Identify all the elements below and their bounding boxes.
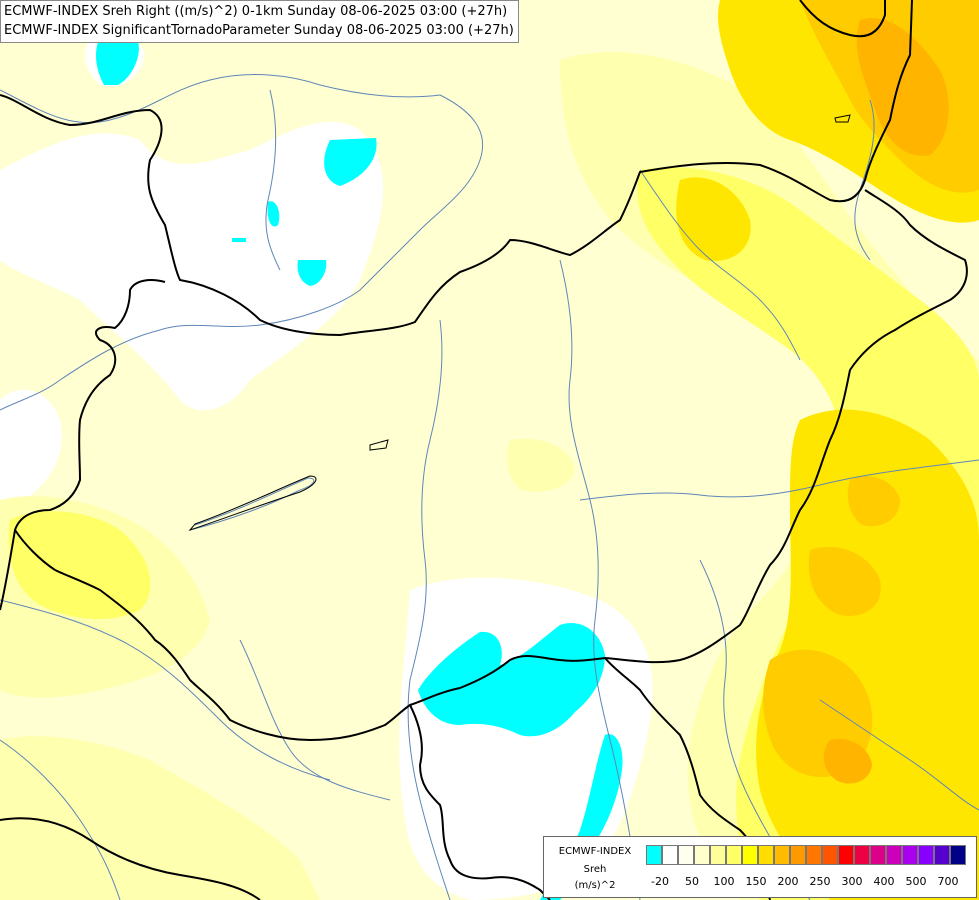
legend-tick-label: 150 (745, 875, 767, 888)
legend-variable: Sreh (583, 864, 607, 875)
legend-swatch (950, 845, 966, 865)
legend-unit: (m/s)^2 (574, 880, 616, 891)
legend-tick-label: 100 (713, 875, 735, 888)
color-legend: ECMWF-INDEX Sreh (m/s)^2 -20 50 100 150 200 2… (543, 836, 977, 898)
legend-swatch (838, 845, 854, 865)
legend-title: ECMWF-INDEX (558, 846, 632, 857)
legend-tick-label: 50 (685, 875, 699, 888)
lakes (188, 114, 851, 532)
deep-orange-areas (823, 18, 949, 784)
legend-swatch (646, 845, 662, 865)
title-line-sreh: ECMWF-INDEX Sreh Right ((m/s)^2) 0-1km S… (4, 4, 508, 19)
legend-swatch (870, 845, 886, 865)
legend-tick-label: 250 (809, 875, 831, 888)
legend-swatch (694, 845, 710, 865)
rivers (0, 74, 979, 900)
legend-swatch (726, 845, 742, 865)
legend-tick-label: 700 (937, 875, 959, 888)
legend-tick-label: 200 (777, 875, 799, 888)
legend-swatch (886, 845, 902, 865)
legend-swatch (902, 845, 918, 865)
legend-swatch (918, 845, 934, 865)
legend-swatch (678, 845, 694, 865)
legend-swatch (774, 845, 790, 865)
legend-swatch (854, 845, 870, 865)
legend-tick-label: 400 (873, 875, 895, 888)
legend-swatch (790, 845, 806, 865)
title-line-stp: ECMWF-INDEX SignificantTornadoParameter … (4, 23, 514, 38)
map-title-box: ECMWF-INDEX Sreh Right ((m/s)^2) 0-1km S… (0, 0, 519, 43)
legend-tick-label: 300 (841, 875, 863, 888)
legend-swatch (758, 845, 774, 865)
legend-swatch (742, 845, 758, 865)
cyan-areas (96, 42, 623, 900)
legend-swatch (662, 845, 678, 865)
legend-swatch (934, 845, 950, 865)
legend-swatch (822, 845, 838, 865)
legend-swatch (806, 845, 822, 865)
legend-tick-label: -20 (651, 875, 669, 888)
legend-tick-label: 500 (905, 875, 927, 888)
legend-swatch (710, 845, 726, 865)
